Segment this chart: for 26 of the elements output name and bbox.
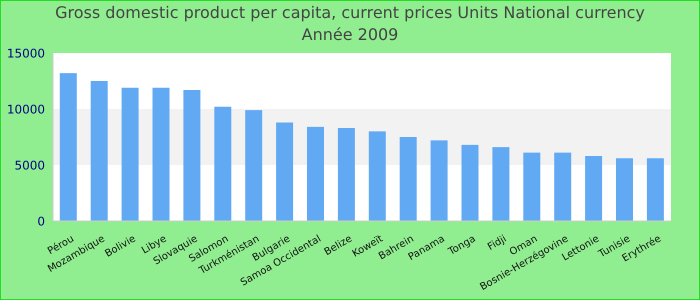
bar [616,158,633,221]
y-tick-label: 0 [37,214,45,228]
bar [400,137,417,221]
bar [585,156,602,221]
chart-title: Gross domestic product per capita, current prices Units National currency [54,2,646,24]
y-tick-label: 15000 [6,46,45,60]
bar [368,131,386,221]
bar [90,81,108,221]
bar [646,158,664,221]
y-tick-label: 10000 [6,102,45,116]
bar [60,73,77,221]
bar [554,152,572,221]
bar [214,106,232,221]
bar [492,147,510,221]
bar [462,144,478,221]
bar [245,110,262,221]
bar [523,152,540,221]
bar [338,128,355,221]
y-tick-label: 5000 [14,158,45,172]
bar [276,122,294,221]
bar [183,90,200,221]
bar [122,88,139,221]
chart-subtitle: Année 2009 [300,24,400,46]
bar [430,140,448,221]
bar [307,126,324,221]
bar [152,88,170,221]
